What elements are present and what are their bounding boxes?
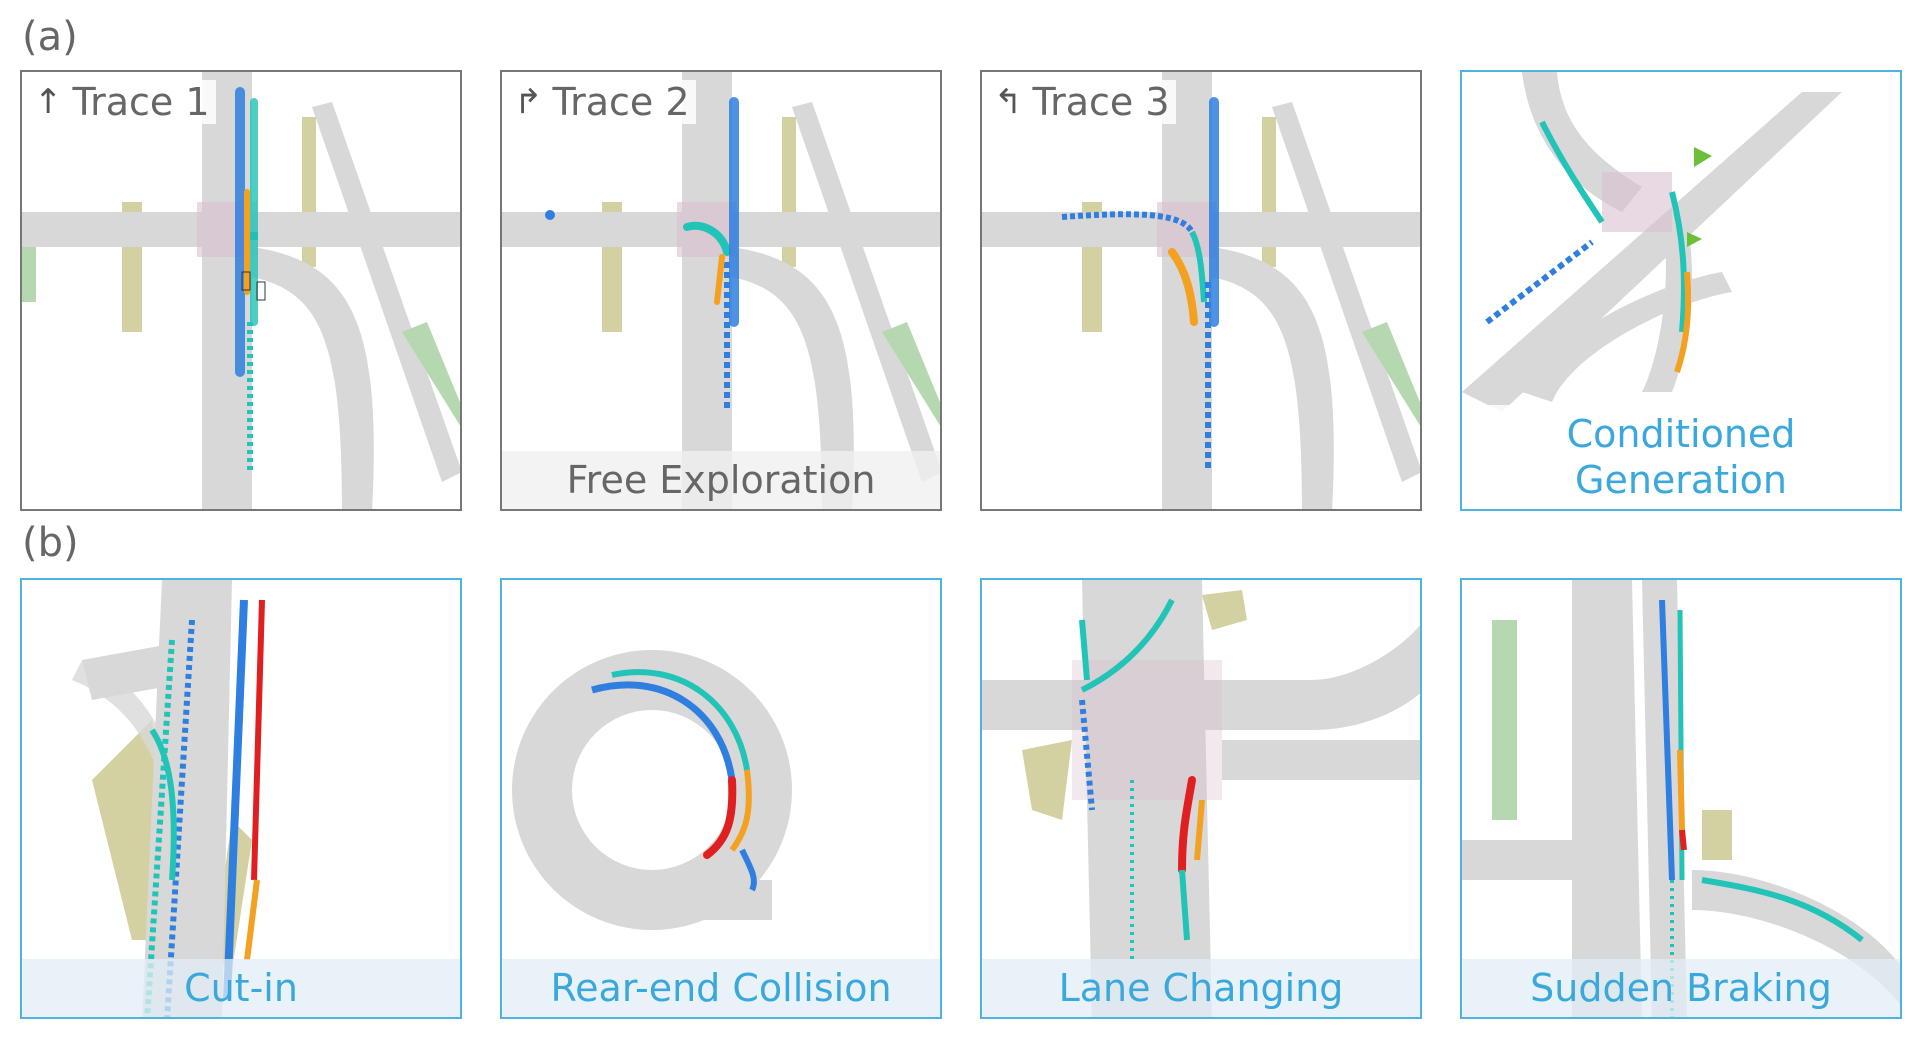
panel-lane-changing: Lane Changing bbox=[980, 578, 1422, 1019]
map-trace-2 bbox=[502, 72, 940, 509]
panel-trace-1: ↑ Trace 1 bbox=[20, 70, 462, 511]
caption-cut-in: Cut-in bbox=[22, 959, 460, 1017]
section-a-label: (a) bbox=[22, 14, 78, 60]
map-sudden-braking bbox=[1462, 580, 1900, 1017]
caption-conditioned-generation: Conditioned Generation bbox=[1462, 405, 1900, 509]
trace-label-text: Trace 3 bbox=[1032, 80, 1170, 124]
map-trace-1 bbox=[22, 72, 460, 509]
map-trace-3 bbox=[982, 72, 1420, 509]
map-cut-in bbox=[72, 580, 265, 1017]
map-conditioned-generation bbox=[1462, 72, 1842, 412]
goal-flag-icon bbox=[1694, 147, 1712, 167]
panel-conditioned-generation: Conditioned Generation bbox=[1460, 70, 1902, 511]
trace-label-text: Trace 2 bbox=[552, 80, 690, 124]
panel-trace-2: ↱ Trace 2 Free Exploration bbox=[500, 70, 942, 511]
trace-label-3: ↰ Trace 3 bbox=[994, 80, 1176, 124]
turn-right-icon: ↱ bbox=[514, 82, 543, 122]
trace-label-2: ↱ Trace 2 bbox=[514, 80, 696, 124]
panel-sudden-braking: Sudden Braking bbox=[1460, 578, 1902, 1019]
map-lane-changing bbox=[982, 580, 1420, 1017]
arrow-up-icon: ↑ bbox=[34, 82, 63, 122]
map-rear-end-collision bbox=[512, 650, 792, 930]
caption-line-2: Generation bbox=[1575, 458, 1787, 502]
goal-flag-icon bbox=[1687, 232, 1702, 247]
caption-free-exploration: Free Exploration bbox=[502, 451, 940, 509]
caption-lane-changing: Lane Changing bbox=[982, 959, 1420, 1017]
caption-rear-end-collision: Rear-end Collision bbox=[502, 959, 940, 1017]
caption-line-1: Conditioned bbox=[1566, 412, 1796, 456]
panel-trace-3: ↰ Trace 3 bbox=[980, 70, 1422, 511]
section-b-label: (b) bbox=[22, 520, 79, 566]
caption-sudden-braking: Sudden Braking bbox=[1462, 959, 1900, 1017]
panel-cut-in: Cut-in bbox=[20, 578, 462, 1019]
panel-rear-end-collision: Rear-end Collision bbox=[500, 578, 942, 1019]
trace-label-text: Trace 1 bbox=[72, 80, 210, 124]
turn-left-icon: ↰ bbox=[994, 82, 1023, 122]
trace-label-1: ↑ Trace 1 bbox=[34, 80, 216, 124]
